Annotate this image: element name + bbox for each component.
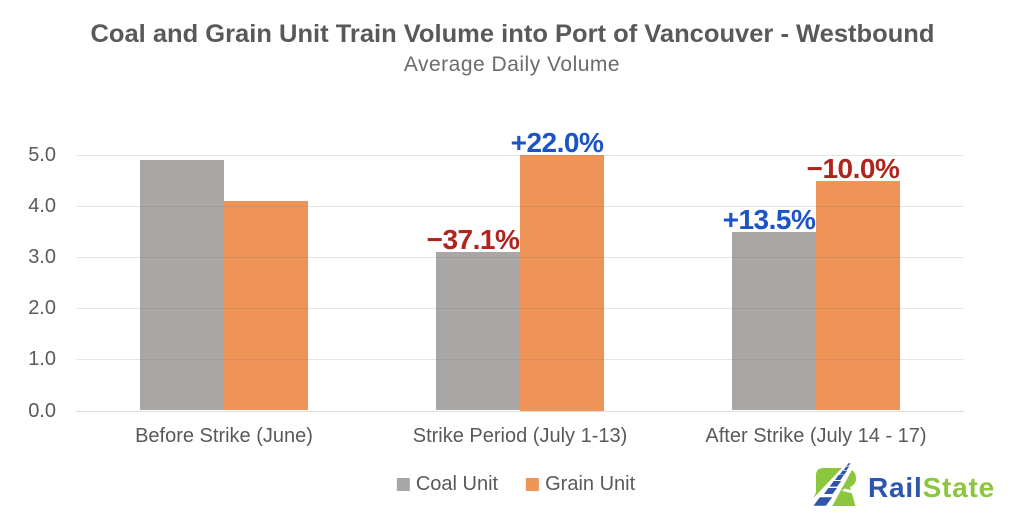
logo-rail-text: Rail bbox=[868, 472, 923, 503]
legend: Coal Unit Grain Unit bbox=[396, 473, 635, 495]
legend-label: Grain Unit bbox=[545, 473, 636, 495]
gridline bbox=[76, 308, 964, 309]
bar-coal-unit-0 bbox=[140, 160, 224, 411]
chart-title: Coal and Grain Unit Train Volume into Po… bbox=[0, 22, 1024, 47]
legend-label: Coal Unit bbox=[415, 473, 499, 495]
y-tick-label: 3.0 bbox=[28, 246, 56, 269]
legend-item: Coal Unit bbox=[396, 473, 499, 495]
bar-percent-label: +13.5% bbox=[722, 203, 816, 235]
x-axis-line bbox=[76, 411, 964, 412]
gridline bbox=[76, 155, 964, 156]
y-tick-label: 5.0 bbox=[28, 144, 56, 166]
legend-swatch bbox=[526, 478, 540, 491]
gridline bbox=[76, 206, 964, 207]
bar-coal-unit-1 bbox=[436, 252, 520, 411]
y-tick-label: 4.0 bbox=[28, 195, 56, 218]
x-tick-label: Before Strike (June) bbox=[135, 425, 313, 447]
bar-percent-label: −10.0% bbox=[806, 152, 900, 184]
bar-grain-unit-0 bbox=[224, 200, 308, 411]
bar-percent-label: +22.0% bbox=[510, 127, 604, 158]
railstate-logo: RailState bbox=[812, 462, 995, 508]
bar-coal-unit-2 bbox=[732, 231, 816, 411]
legend-item: Grain Unit bbox=[526, 474, 635, 494]
x-tick-label: Strike Period (July 1-13) bbox=[412, 425, 628, 447]
gridline bbox=[76, 359, 964, 360]
logo-state-text: State bbox=[922, 472, 996, 503]
bar-percent-label: −37.1% bbox=[426, 224, 520, 256]
bar-grain-unit-1 bbox=[520, 155, 604, 411]
railstate-logo-icon bbox=[812, 462, 858, 506]
gridline bbox=[76, 257, 964, 258]
y-tick-label: 1.0 bbox=[28, 348, 56, 371]
y-tick-label: 0.0 bbox=[28, 399, 56, 422]
legend-swatch bbox=[396, 478, 410, 491]
chart-subtitle: Average Daily Volume bbox=[403, 53, 621, 76]
railstate-logo-text: RailState bbox=[868, 474, 995, 502]
bar-grain-unit-2 bbox=[816, 180, 900, 411]
x-tick-label: After Strike (July 14 - 17) bbox=[705, 425, 927, 447]
chart-title-text: Coal and Grain Unit Train Volume into Po… bbox=[89, 20, 935, 48]
y-tick-label: 2.0 bbox=[28, 297, 56, 320]
